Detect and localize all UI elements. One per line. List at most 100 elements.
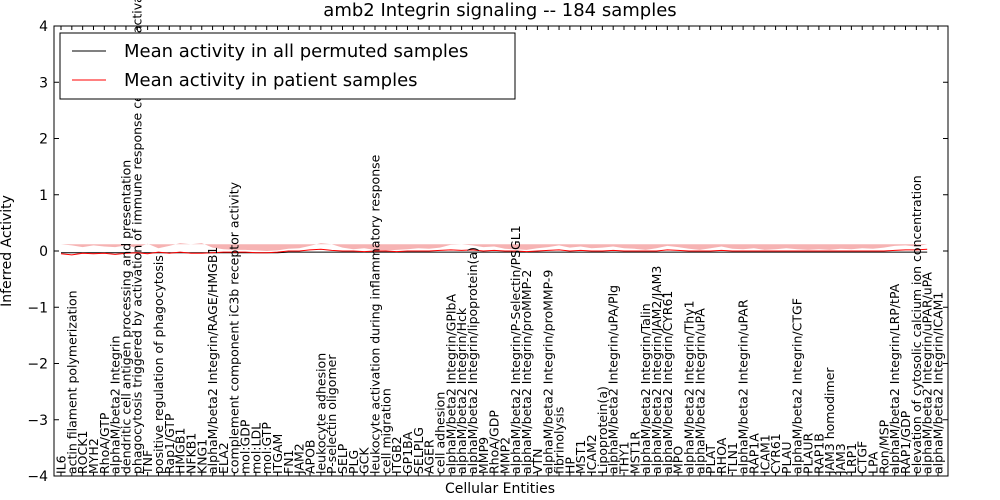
x-tick-label: VTN — [530, 448, 545, 474]
x-tick-label: alphaM/beta2 Integrin/ICAM1 — [931, 292, 946, 474]
x-tick-label: LPA — [866, 451, 881, 474]
y-tick-label: 4 — [39, 19, 48, 35]
x-tick-label: ITGAM — [270, 434, 285, 474]
y-tick-label: 2 — [39, 132, 48, 148]
x-tick-label: alphaM/beta2 Integrin/uPAR — [736, 299, 751, 474]
x-tick-label: CYR61 — [768, 433, 783, 474]
x-tick-label: JAM3 homodimer — [822, 367, 837, 475]
x-tick-label: leukocyte adhesion — [313, 353, 328, 474]
x-tick-label: Rap1/GTP — [162, 413, 177, 474]
x-tick-label: NFKB1 — [183, 433, 198, 474]
x-tick-label: alphaM/beta2 Integrin/GPIbA — [443, 294, 458, 474]
x-tick-label: alphaM/beta2 Integrin/Hck — [454, 307, 469, 474]
x-tick-label: ICAM1 — [757, 434, 772, 474]
x-tick-label: alphaM/beta2 Integrin — [108, 336, 123, 474]
x-tick-label: RHOA — [714, 437, 729, 474]
x-tick-label: mol:GDP — [238, 419, 253, 474]
x-tick-label: alphaM/beta2 Integrin/proMMP-9 — [541, 270, 556, 474]
x-tick-label: APOB — [303, 439, 318, 474]
x-tick-label: GCK — [357, 447, 372, 474]
band-patient-spread — [61, 243, 928, 251]
x-tick-label: alphaM/beta2 Integrin/uPA — [692, 308, 707, 474]
x-tick-label: alphaM/beta2 Integrin/JAM2/JAM3 — [649, 266, 664, 474]
x-tick-label: LRP1 — [844, 443, 859, 474]
x-tick-label: mol:GTP — [259, 422, 274, 474]
x-tick-label: MST1R — [627, 431, 642, 474]
x-tick-label: RhoA/GDP — [487, 410, 502, 474]
x-tick-label: alphaM/beta2 Integrin/LRP/tPA — [887, 283, 902, 474]
x-tick-label: alphaM/beta2 Integrin/uPA/Plg — [606, 285, 621, 474]
x-tick-label: MMP9 — [476, 437, 491, 474]
x-tick-label: alphaM/beta2 Integrin/CTGF — [790, 298, 805, 474]
x-tick-label: fibrinolysis — [552, 407, 567, 474]
y-tick-label: −3 — [27, 413, 48, 429]
x-tick-label: RAP1/GDP — [898, 410, 913, 474]
x-tick-label: alphaM/beta2 Integrin/uPAR/uPA — [920, 272, 935, 474]
x-tick-label: alphaM/beta2 Integrin/proMMP-2 — [519, 270, 534, 474]
x-tick-label: PLAUR — [801, 433, 816, 474]
x-tick-label: alphaM/beta2 Integrin/Thy1 — [682, 300, 697, 474]
x-tick-label: complement component iC3b receptor activ… — [227, 181, 242, 474]
x-tick-label: ELA2 — [216, 442, 231, 474]
y-tick-label: 1 — [39, 188, 48, 204]
x-tick-label: PLG — [346, 450, 361, 474]
x-tick-label: ROCK1 — [75, 431, 90, 474]
x-tick-label: TLN1 — [725, 442, 740, 475]
legend-box — [59, 32, 516, 100]
legend-label-permuted: Mean activity in all permuted samples — [124, 41, 468, 62]
x-tick-label: KNG1 — [194, 439, 209, 474]
x-tick-label: TNF — [140, 450, 155, 475]
chart-title: amb2 Integrin signaling -- 184 samples — [323, 0, 676, 21]
x-tick-label: MPO — [671, 446, 686, 474]
x-tick-label: alphaM/beta2 Integrin/RAGE/HMGB1 — [205, 247, 220, 474]
x-tick-label: HMGB1 — [173, 428, 188, 474]
x-tick-label: Lipoprotein(a) — [595, 386, 610, 474]
y-tick-label: −2 — [27, 357, 48, 373]
x-tick-label: alphaM/beta2 Integrin/P-Selectin/PSGL1 — [508, 225, 523, 474]
x-tick-label: dendritic cell antigen processing and pr… — [119, 160, 134, 474]
x-tick-label: elevation of cytosolic calcium ion conce… — [909, 175, 924, 474]
x-tick-label: leukocyte activation during inflammatory… — [368, 154, 383, 474]
x-tick-label: JAM3 — [833, 443, 848, 475]
x-tick-label: alphaM/beta2 Integrin/Talin — [638, 303, 653, 474]
x-tick-label: alphaM/beta2 Integrin/CYR61 — [660, 291, 675, 474]
x-tick-label: RAP1A — [746, 433, 761, 474]
x-tick-label: JAM2 — [292, 443, 307, 475]
x-tick-label: MST1 — [573, 440, 588, 474]
x-tick-label: THY1 — [617, 441, 632, 475]
y-tick-label: 3 — [39, 75, 48, 91]
x-tick-label: IL6 — [54, 455, 69, 474]
legend-label-patient: Mean activity in patient samples — [124, 70, 418, 91]
y-tick-label: −4 — [27, 469, 48, 485]
x-tick-label: GP1BA — [400, 431, 415, 474]
y-tick-label: 0 — [39, 244, 48, 260]
legend: Mean activity in all permuted samples Me… — [59, 32, 516, 100]
plot-area — [60, 243, 928, 256]
series-line-permuted — [61, 251, 928, 254]
x-tick-label: alphaM/beta2 Integrin/lipoprotein(a) — [465, 247, 480, 474]
x-tick-label: P-selectin oligomer — [324, 354, 339, 474]
y-axis: −4 −3 −2 −1 0 1 2 3 4 — [27, 19, 948, 485]
series-line-patient — [60, 248, 928, 256]
x-tick-label: AGER — [422, 439, 437, 474]
x-tick-label: cell migration — [378, 388, 393, 474]
x-tick-label: cell adhesion — [433, 392, 448, 474]
x-tick-label: Ron/MSP — [876, 419, 891, 474]
x-tick-label: RAP1B — [811, 433, 826, 474]
x-tick-label: FN1 — [281, 450, 296, 475]
x-tick-label: MYH2 — [86, 438, 101, 474]
x-tick-label: ICAM2 — [584, 434, 599, 474]
x-tick-label: phagocytosis triggered by activation of … — [129, 0, 144, 474]
x-tick-label: ITGB2 — [389, 436, 404, 474]
x-tick-label: CTGF — [855, 441, 870, 474]
y-tick-label: −1 — [27, 300, 48, 316]
x-tick-label: HP — [562, 457, 577, 474]
x-tick-label: actin filament polymerization — [64, 290, 79, 474]
x-tick-label: mol:LDL — [248, 423, 263, 474]
x-tick-label: SELP — [335, 443, 350, 474]
x-tick-label: MMP2 — [497, 437, 512, 474]
x-tick-label: PLAT — [703, 444, 718, 474]
x-tick-label: PLAU — [779, 442, 794, 475]
